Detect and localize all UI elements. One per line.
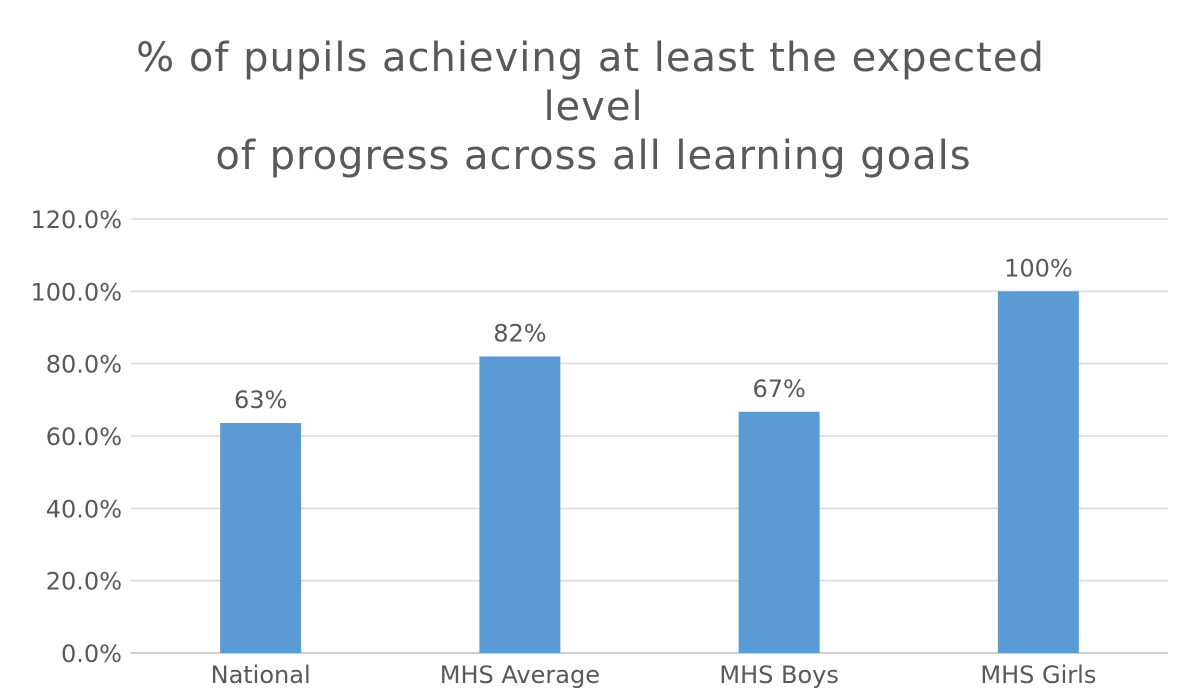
data-label: 82%	[493, 319, 546, 347]
x-tick-label: MHS Girls	[980, 661, 1096, 689]
chart-title-line-1: % of pupils achieving at least the expec…	[136, 35, 1045, 81]
chart-title-line-3: of progress across all learning goals	[215, 133, 972, 179]
x-tick-label: National	[211, 661, 311, 689]
bar	[738, 411, 820, 653]
y-tick-label: 20.0%	[46, 568, 122, 596]
y-tick-label: 80.0%	[46, 351, 122, 379]
y-tick-label: 120.0%	[30, 206, 122, 234]
bar	[479, 356, 561, 653]
x-tick-label: MHS Boys	[719, 661, 838, 689]
y-tick-label: 0.0%	[61, 640, 122, 668]
chart-title-line-2: level	[543, 84, 644, 130]
x-tick-label: MHS Average	[440, 661, 600, 689]
y-tick-label: 60.0%	[46, 423, 122, 451]
chart-title: % of pupils achieving at least the expec…	[0, 34, 1187, 181]
bar	[220, 422, 302, 653]
y-tick-label: 40.0%	[46, 495, 122, 523]
data-label: 63%	[234, 386, 287, 414]
data-label: 100%	[1004, 254, 1073, 282]
bar	[997, 291, 1079, 653]
y-tick-label: 100.0%	[30, 278, 122, 306]
data-label: 67%	[752, 375, 805, 403]
